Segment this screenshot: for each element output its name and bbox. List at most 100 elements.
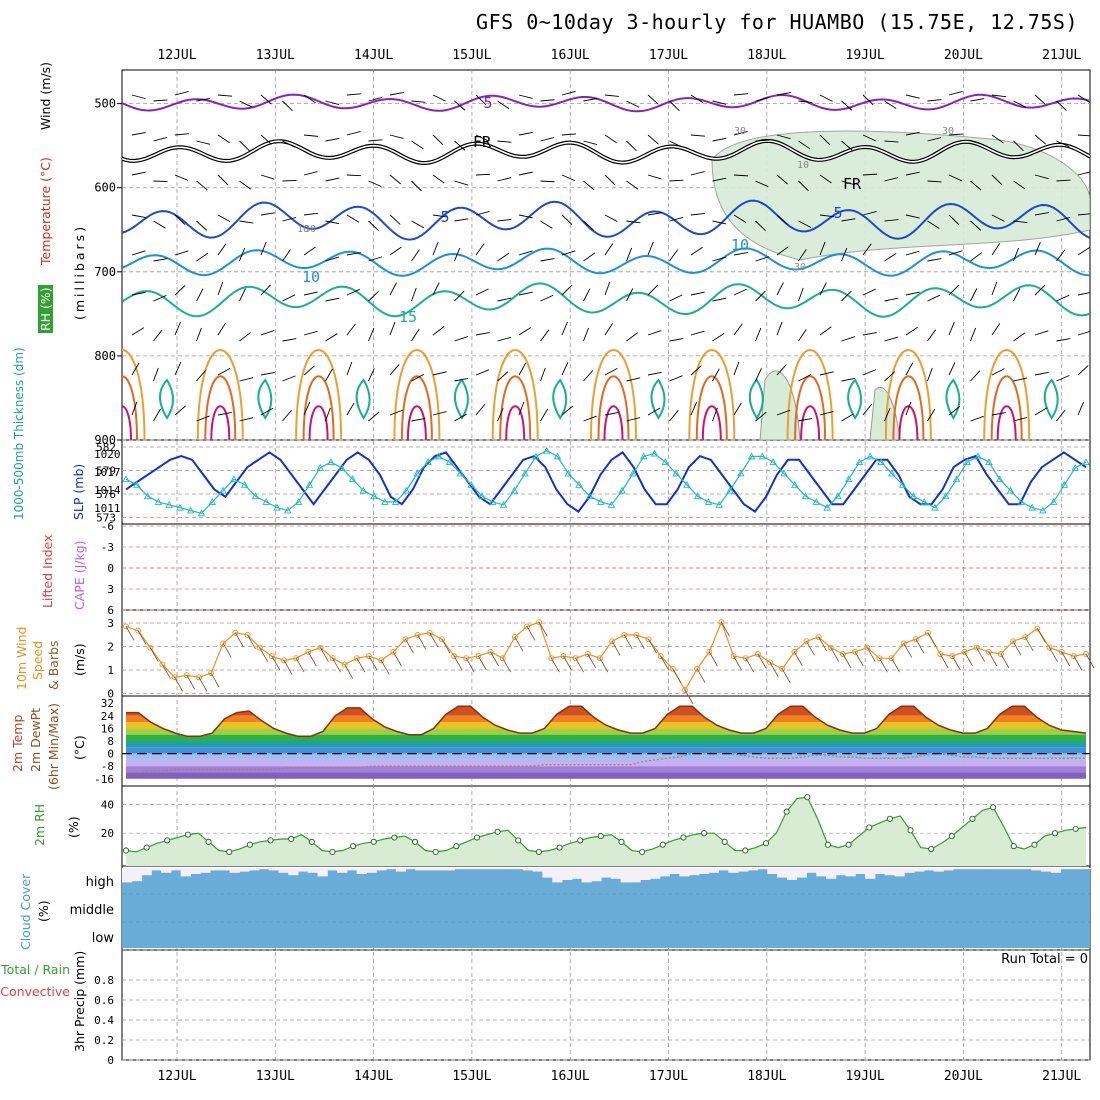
- wind-barb: [991, 368, 1005, 376]
- warm-contour: [308, 405, 329, 440]
- li-label: Lifted Index: [40, 534, 55, 608]
- wind-barb: [798, 180, 809, 192]
- wind-barb-10m: [1049, 647, 1058, 662]
- wind-barb: [669, 249, 679, 262]
- wind-speed-marker: [791, 648, 798, 655]
- rh-tick-label: 40: [101, 798, 114, 811]
- rh-marker: [432, 848, 439, 855]
- wind-barb: [712, 177, 727, 182]
- wind-barb: [389, 214, 401, 225]
- slp-marker: [942, 492, 950, 500]
- cloud-high-bar: [874, 868, 886, 874]
- cape-tick-label: 0: [107, 562, 114, 575]
- date-label-top: 12JUL: [157, 48, 196, 63]
- wind-barb: [669, 100, 680, 112]
- rh-marker: [1051, 830, 1059, 837]
- wind-barb: [131, 327, 145, 336]
- cloud-high-bar: [190, 868, 201, 874]
- wind-barb: [1056, 375, 1070, 382]
- wind-barb: [368, 97, 383, 102]
- wind-speed-marker: [1022, 634, 1029, 641]
- slp-marker: [715, 500, 724, 508]
- wind-barb: [432, 241, 439, 256]
- wind-barb: [1056, 179, 1071, 182]
- wind-barb-10m: [320, 647, 329, 662]
- wind-barb: [583, 140, 598, 146]
- wind-barb: [626, 140, 637, 152]
- wind-barb: [303, 212, 318, 216]
- slp-marker: [143, 492, 152, 500]
- wind-barb: [819, 94, 833, 102]
- wind-barb: [174, 362, 182, 376]
- cloud-high-bar: [747, 868, 759, 871]
- upper-wind-label: Wind (m/s): [38, 61, 53, 130]
- temp-5-cell: [847, 378, 863, 420]
- wind-barb: [798, 100, 813, 104]
- cloud-high-bar: [210, 868, 221, 871]
- wind-speed-marker: [730, 653, 737, 660]
- wind-barb: [260, 241, 267, 256]
- slp-marker: [769, 458, 777, 466]
- wind-barb: [346, 361, 353, 376]
- slp-marker: [122, 475, 130, 483]
- slp-marker: [812, 497, 821, 505]
- temp2m-label-b: 2m DewPt: [28, 707, 43, 772]
- wind-barb-10m: [405, 638, 414, 654]
- wind-speed-marker: [888, 655, 895, 662]
- temp-band: [126, 759, 1086, 767]
- contour-label: 15: [399, 308, 417, 326]
- wind-speed-marker: [694, 665, 701, 672]
- wind-speed-marker: [414, 631, 421, 638]
- slp-marker: [1017, 497, 1026, 505]
- rh-marker: [721, 838, 728, 845]
- wind-tick-label: 3: [107, 617, 114, 630]
- cloud-high-bar: [1080, 868, 1091, 870]
- wind-barb: [518, 131, 533, 136]
- date-label-bottom: 21JUL: [1042, 1069, 1081, 1084]
- slp-marker: [639, 452, 648, 460]
- wind-speed-marker: [1083, 651, 1089, 657]
- wind-barb: [497, 100, 510, 110]
- cloud-high-bar: [1002, 868, 1013, 870]
- wind-speed-marker: [645, 636, 652, 643]
- wind-barb: [411, 100, 426, 103]
- wind-barb: [368, 411, 380, 422]
- wind-barb-10m: [490, 651, 499, 667]
- wind-barb: [561, 174, 576, 182]
- cloud-high-bar: [1021, 868, 1032, 870]
- temp-tick-label: 32: [101, 697, 114, 710]
- wind-speed-marker: [584, 651, 591, 657]
- slp-marker: [284, 506, 292, 514]
- wind-barb: [389, 174, 402, 185]
- wind-barb: [561, 250, 576, 256]
- wind-barb: [626, 180, 639, 190]
- wind-barb: [497, 218, 512, 222]
- wind-barb: [604, 94, 619, 97]
- wind-barb: [432, 134, 444, 146]
- wind-barb: [776, 321, 783, 336]
- wind-barb: [1013, 377, 1028, 382]
- wind-barb: [647, 407, 661, 416]
- slp-marker: [661, 458, 670, 466]
- wind-barb: [282, 375, 296, 382]
- wind-barb: [905, 171, 920, 176]
- cloud-high-bar: [552, 868, 563, 883]
- wind-barb: [325, 100, 340, 105]
- cloud-high-bar: [601, 868, 612, 878]
- rh-marker: [370, 838, 377, 845]
- warm-contour: [884, 349, 932, 440]
- dewpoint-series: [126, 751, 1086, 774]
- cloud-high-bar: [356, 868, 367, 874]
- wind-barb: [432, 282, 440, 296]
- wind-barb-10m: [137, 630, 147, 645]
- wind-barb: [647, 241, 654, 256]
- temp-band: [126, 747, 1086, 754]
- wind-speed-marker: [499, 655, 506, 662]
- wind-barb: [153, 258, 168, 262]
- wind-speed-marker: [451, 653, 458, 660]
- wind-barb: [841, 180, 856, 186]
- slp-marker: [974, 452, 982, 460]
- cloud-high-bar: [542, 868, 553, 878]
- temp-5-cell: [355, 378, 371, 420]
- warm-contour: [695, 375, 728, 440]
